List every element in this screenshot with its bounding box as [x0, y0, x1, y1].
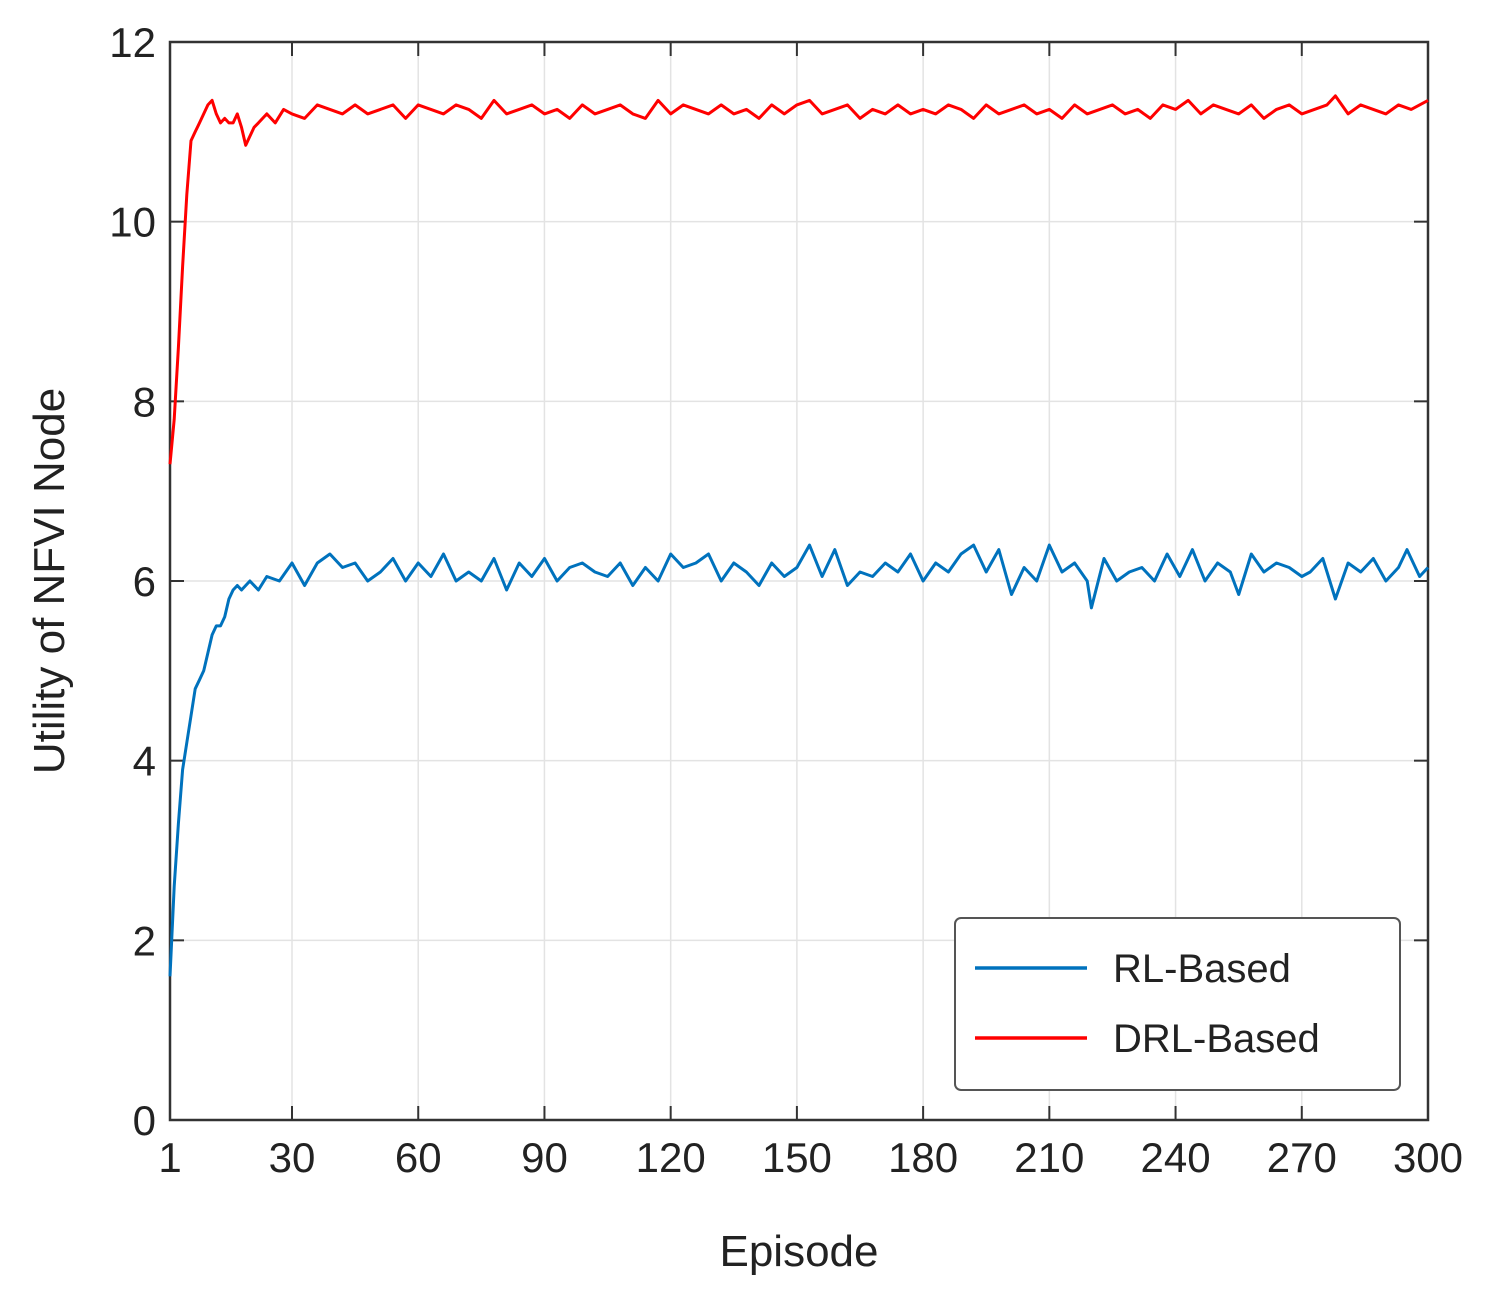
y-tick-label: 2 — [133, 917, 156, 964]
y-tick-label: 8 — [133, 378, 156, 425]
x-tick-label: 180 — [888, 1134, 958, 1181]
y-tick-label: 6 — [133, 558, 156, 605]
x-tick-label: 150 — [762, 1134, 832, 1181]
y-tick-label: 0 — [133, 1097, 156, 1144]
y-axis-title: Utility of NFVI Node — [25, 388, 74, 774]
axis-ticks: 1 30 60 90 120 150 180 210 240 270 300 0 2 4 6 8 10 12 — [109, 19, 1463, 1181]
legend-label: DRL-Based — [1113, 1017, 1320, 1061]
x-tick-label: 120 — [636, 1134, 706, 1181]
legend-label: RL-Based — [1113, 947, 1291, 991]
legend-box — [954, 917, 1401, 1091]
x-axis-title: Episode — [719, 1227, 878, 1276]
x-tick-label: 60 — [395, 1134, 442, 1181]
y-tick-label: 10 — [109, 199, 156, 246]
legend: RL-Based DRL-Based — [954, 917, 1401, 1091]
y-tick-label: 12 — [109, 19, 156, 66]
x-tick-label: 240 — [1141, 1134, 1211, 1181]
x-tick-label: 1 — [158, 1134, 181, 1181]
series-line-drl-based — [168, 94, 1429, 465]
y-tick-label: 4 — [133, 738, 156, 785]
x-tick-label: 30 — [269, 1134, 316, 1181]
x-tick-label: 270 — [1267, 1134, 1337, 1181]
series-line-rl-based — [168, 543, 1430, 977]
x-tick-label: 300 — [1393, 1134, 1463, 1181]
x-tick-label: 210 — [1014, 1134, 1084, 1181]
x-tick-label: 90 — [521, 1134, 568, 1181]
series-layer — [168, 94, 1430, 977]
